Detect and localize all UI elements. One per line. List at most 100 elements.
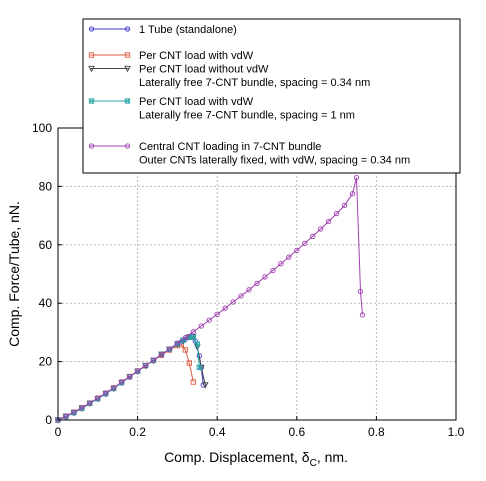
- data-point: [302, 240, 308, 246]
- legend-swatch-marker: [88, 98, 95, 104]
- data-point: [294, 247, 300, 253]
- y-tick-label: 20: [39, 355, 53, 369]
- data-point: [95, 395, 101, 401]
- y-tick-label: 40: [39, 296, 53, 310]
- data-point: [194, 341, 200, 347]
- data-point: [182, 335, 189, 341]
- series-line: [57, 177, 363, 421]
- data-point: [222, 305, 228, 311]
- x-tick-label: 0: [55, 425, 62, 439]
- legend-swatch-marker: [88, 65, 95, 73]
- y-tick-label: 100: [32, 121, 52, 135]
- x-axis-label: Comp. Displacement, δC, nm.: [164, 449, 348, 469]
- legend-swatch-marker-box: [124, 98, 131, 104]
- legend-entry: Per CNT load with vdW: [88, 50, 254, 62]
- legend-swatch-marker-box: [88, 98, 95, 104]
- data-point: [359, 312, 366, 318]
- data-point: [71, 409, 77, 415]
- legend-label: Laterally free 7-CNT bundle, spacing = 0…: [139, 77, 370, 89]
- data-point: [357, 288, 364, 295]
- data-point: [341, 202, 348, 209]
- data-point-box: [196, 364, 202, 371]
- legend-entry: Central CNT loading in 7-CNT bundle Outer…: [88, 141, 410, 167]
- data-point: [310, 233, 316, 239]
- x-axis-label-subscript: C: [310, 458, 317, 469]
- data-point: [79, 405, 85, 411]
- data-point: [270, 267, 276, 274]
- x-tick-label: 0.6: [288, 425, 305, 439]
- data-point: [318, 226, 324, 232]
- y-tick-label: 0: [45, 413, 52, 427]
- legend-label: Outer CNTs laterally fixed, with vdW, sp…: [139, 155, 410, 167]
- x-axis-label-main: Comp. Displacement, δ: [164, 449, 310, 465]
- legend-box: [82, 18, 461, 174]
- data-point: [278, 261, 284, 267]
- y-tick-label: 80: [39, 179, 53, 193]
- legend-swatch-marker: [124, 143, 131, 149]
- data-point: [246, 287, 252, 293]
- x-axis-label-suffix: , nm.: [317, 449, 348, 465]
- data-point: [353, 174, 360, 181]
- legend-label: Per CNT load with vdW: [139, 96, 254, 108]
- legend-swatch-marker: [124, 52, 131, 58]
- data-point: [134, 368, 141, 374]
- data-point: [201, 382, 209, 389]
- data-point: [190, 329, 196, 335]
- grid: [58, 128, 456, 420]
- y-tick-label: 60: [39, 238, 53, 252]
- data-point: [166, 346, 173, 352]
- data-point: [174, 340, 181, 346]
- data-point: [126, 374, 133, 380]
- data-point: [190, 379, 196, 385]
- data-point: [230, 299, 236, 305]
- data-point: [286, 254, 292, 260]
- data-point-cross: [196, 364, 202, 370]
- x-tick-label: 1.0: [448, 425, 465, 439]
- legend-entry: Per CNT load with vdW Laterally free 7-CN…: [88, 96, 355, 122]
- data-point-cross: [190, 334, 196, 340]
- data-point: [325, 218, 332, 225]
- data-point: [182, 347, 189, 353]
- series-4: [55, 174, 366, 423]
- data-point-box: [190, 334, 196, 341]
- data-point-cross: [180, 337, 186, 343]
- legend-swatch-marker: [88, 143, 95, 149]
- data-point-box: [194, 341, 200, 347]
- axis-ticks: 0 0.2 0.4 0.6 0.8 1.0 0 20 40 60 80 100: [32, 121, 465, 439]
- legend-swatch-marker: [124, 65, 131, 73]
- legend-label: Central CNT loading in 7-CNT bundle: [139, 141, 321, 153]
- data-point: [103, 390, 109, 396]
- data-point: [63, 413, 69, 419]
- data-point: [238, 293, 244, 299]
- x-tick-label: 0.8: [368, 425, 385, 439]
- data-point: [262, 274, 268, 280]
- legend-swatch-marker: [88, 26, 95, 32]
- legend-entry: 1 Tube (standalone): [88, 24, 237, 36]
- data-point: [186, 360, 192, 366]
- legend-swatch-marker-cross: [125, 98, 130, 104]
- legend-swatch-marker: [88, 52, 95, 58]
- data-point: [349, 191, 356, 197]
- x-tick-label: 0.4: [209, 425, 226, 439]
- series-layer: [54, 174, 366, 424]
- data-point: [333, 210, 340, 217]
- y-axis-label: Comp. Force/Tube, nN.: [6, 201, 22, 347]
- legend-label: 1 Tube (standalone): [139, 24, 237, 36]
- data-point: [254, 280, 260, 286]
- legend-label: Per CNT load without vdW: [139, 64, 269, 76]
- data-point: [196, 364, 202, 371]
- data-point: [119, 379, 125, 385]
- series-line: [57, 344, 194, 421]
- data-point: [158, 351, 165, 357]
- legend-swatch-marker: [124, 26, 131, 32]
- data-point: [87, 400, 93, 406]
- data-point: [150, 357, 157, 363]
- x-tick-label: 0.2: [129, 425, 146, 439]
- data-point-cross: [194, 341, 200, 347]
- legend-swatch-marker-cross: [89, 98, 94, 104]
- data-point: [190, 334, 196, 341]
- legend-label: Per CNT load with vdW: [139, 50, 254, 62]
- data-point: [206, 317, 212, 323]
